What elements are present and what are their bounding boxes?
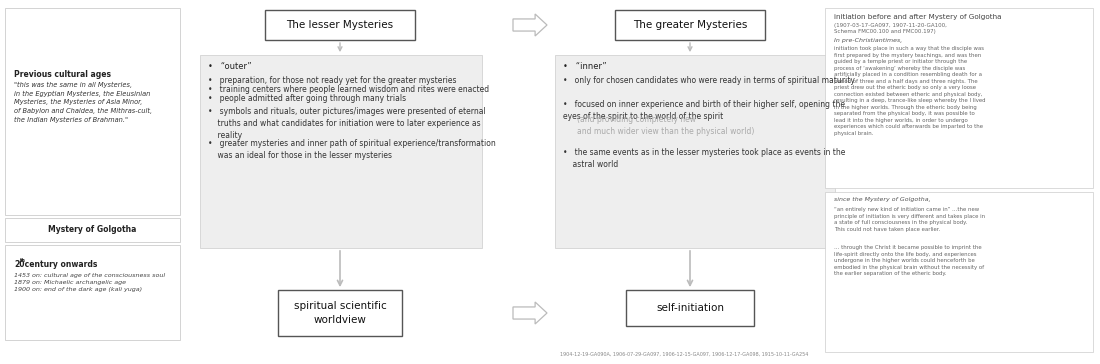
Text: •   the same events as in the lesser mysteries took place as events in the
    a: • the same events as in the lesser myste…	[563, 148, 846, 169]
Polygon shape	[513, 14, 547, 36]
Text: •   people admitted after going through many trials: • people admitted after going through ma…	[208, 94, 406, 103]
Text: In pre-Christiantimes,: In pre-Christiantimes,	[834, 38, 902, 43]
Text: •   focused on inner experience and birth of their higher self, opening the
eyes: • focused on inner experience and birth …	[563, 100, 845, 121]
Text: “an entirely new kind of initiation came in” …the new
principle of initiation is: “an entirely new kind of initiation came…	[834, 207, 986, 232]
Bar	[615, 10, 764, 40]
Text: The greater Mysteries: The greater Mysteries	[632, 20, 747, 30]
Text: th: th	[20, 258, 25, 263]
Text: initiation took place in such a way that the disciple was
first prepared by the : initiation took place in such a way that…	[834, 46, 986, 136]
Text: •   greater mysteries and inner path of spiritual experience/transformation
    : • greater mysteries and inner path of sp…	[208, 139, 496, 160]
Polygon shape	[513, 302, 547, 324]
Bar	[6, 245, 180, 340]
Bar	[825, 8, 1093, 188]
Text: The lesser Mysteries: The lesser Mysteries	[286, 20, 394, 30]
Bar	[6, 218, 180, 242]
Text: •   preparation, for those not ready yet for the greater mysteries: • preparation, for those not ready yet f…	[208, 76, 456, 85]
Text: 20: 20	[14, 260, 24, 269]
Text: since the Mystery of Golgotha,: since the Mystery of Golgotha,	[834, 197, 931, 202]
Text: (and providing completely new
and much wider view than the physical world): (and providing completely new and much w…	[578, 115, 755, 136]
Bar	[626, 290, 754, 326]
Bar	[200, 55, 482, 248]
Text: 1453 on: cultural age of the consciousness soul
1879 on: Michaelic archangelic a: 1453 on: cultural age of the consciousne…	[14, 273, 165, 292]
Text: •   training centers where people learned wisdom and rites were enacted: • training centers where people learned …	[208, 85, 490, 94]
Bar	[825, 192, 1093, 352]
Text: initiation before and after Mystery of Golgotha: initiation before and after Mystery of G…	[834, 14, 1001, 20]
Text: century onwards: century onwards	[22, 260, 98, 269]
Text: •   only for chosen candidates who were ready in terms of spiritual maturity: • only for chosen candidates who were re…	[563, 76, 855, 85]
Text: Previous cultural ages: Previous cultural ages	[14, 70, 111, 79]
Text: (1907-03-17-GA097, 1907-11-20-GA100,: (1907-03-17-GA097, 1907-11-20-GA100,	[834, 23, 947, 28]
Bar	[278, 290, 402, 336]
Bar	[6, 8, 180, 215]
Text: self-initiation: self-initiation	[656, 303, 724, 313]
Text: •   “outer”: • “outer”	[208, 62, 252, 71]
Text: Schema FMC00.100 and FMC00.197): Schema FMC00.100 and FMC00.197)	[834, 29, 936, 34]
Text: "this was the same in all Mysteries,
in the Egyptian Mysteries, the Eleusinian
M: "this was the same in all Mysteries, in …	[14, 82, 152, 123]
Text: •   “inner”: • “inner”	[563, 62, 606, 71]
Text: 1904-12-19-GA090A, 1906-07-29-GA097, 1906-12-15-GA097, 1906-12-17-GA098, 1915-10: 1904-12-19-GA090A, 1906-07-29-GA097, 190…	[560, 352, 808, 357]
Text: •   symbols and rituals, outer pictures/images were presented of eternal
    tru: • symbols and rituals, outer pictures/im…	[208, 107, 486, 140]
Text: Mystery of Golgotha: Mystery of Golgotha	[47, 226, 136, 234]
Bar	[265, 10, 415, 40]
Text: … through the Christ it became possible to imprint the
life-spirit directly onto: … through the Christ it became possible …	[834, 245, 984, 276]
Bar	[556, 55, 835, 248]
Text: spiritual scientific
worldview: spiritual scientific worldview	[294, 301, 386, 325]
